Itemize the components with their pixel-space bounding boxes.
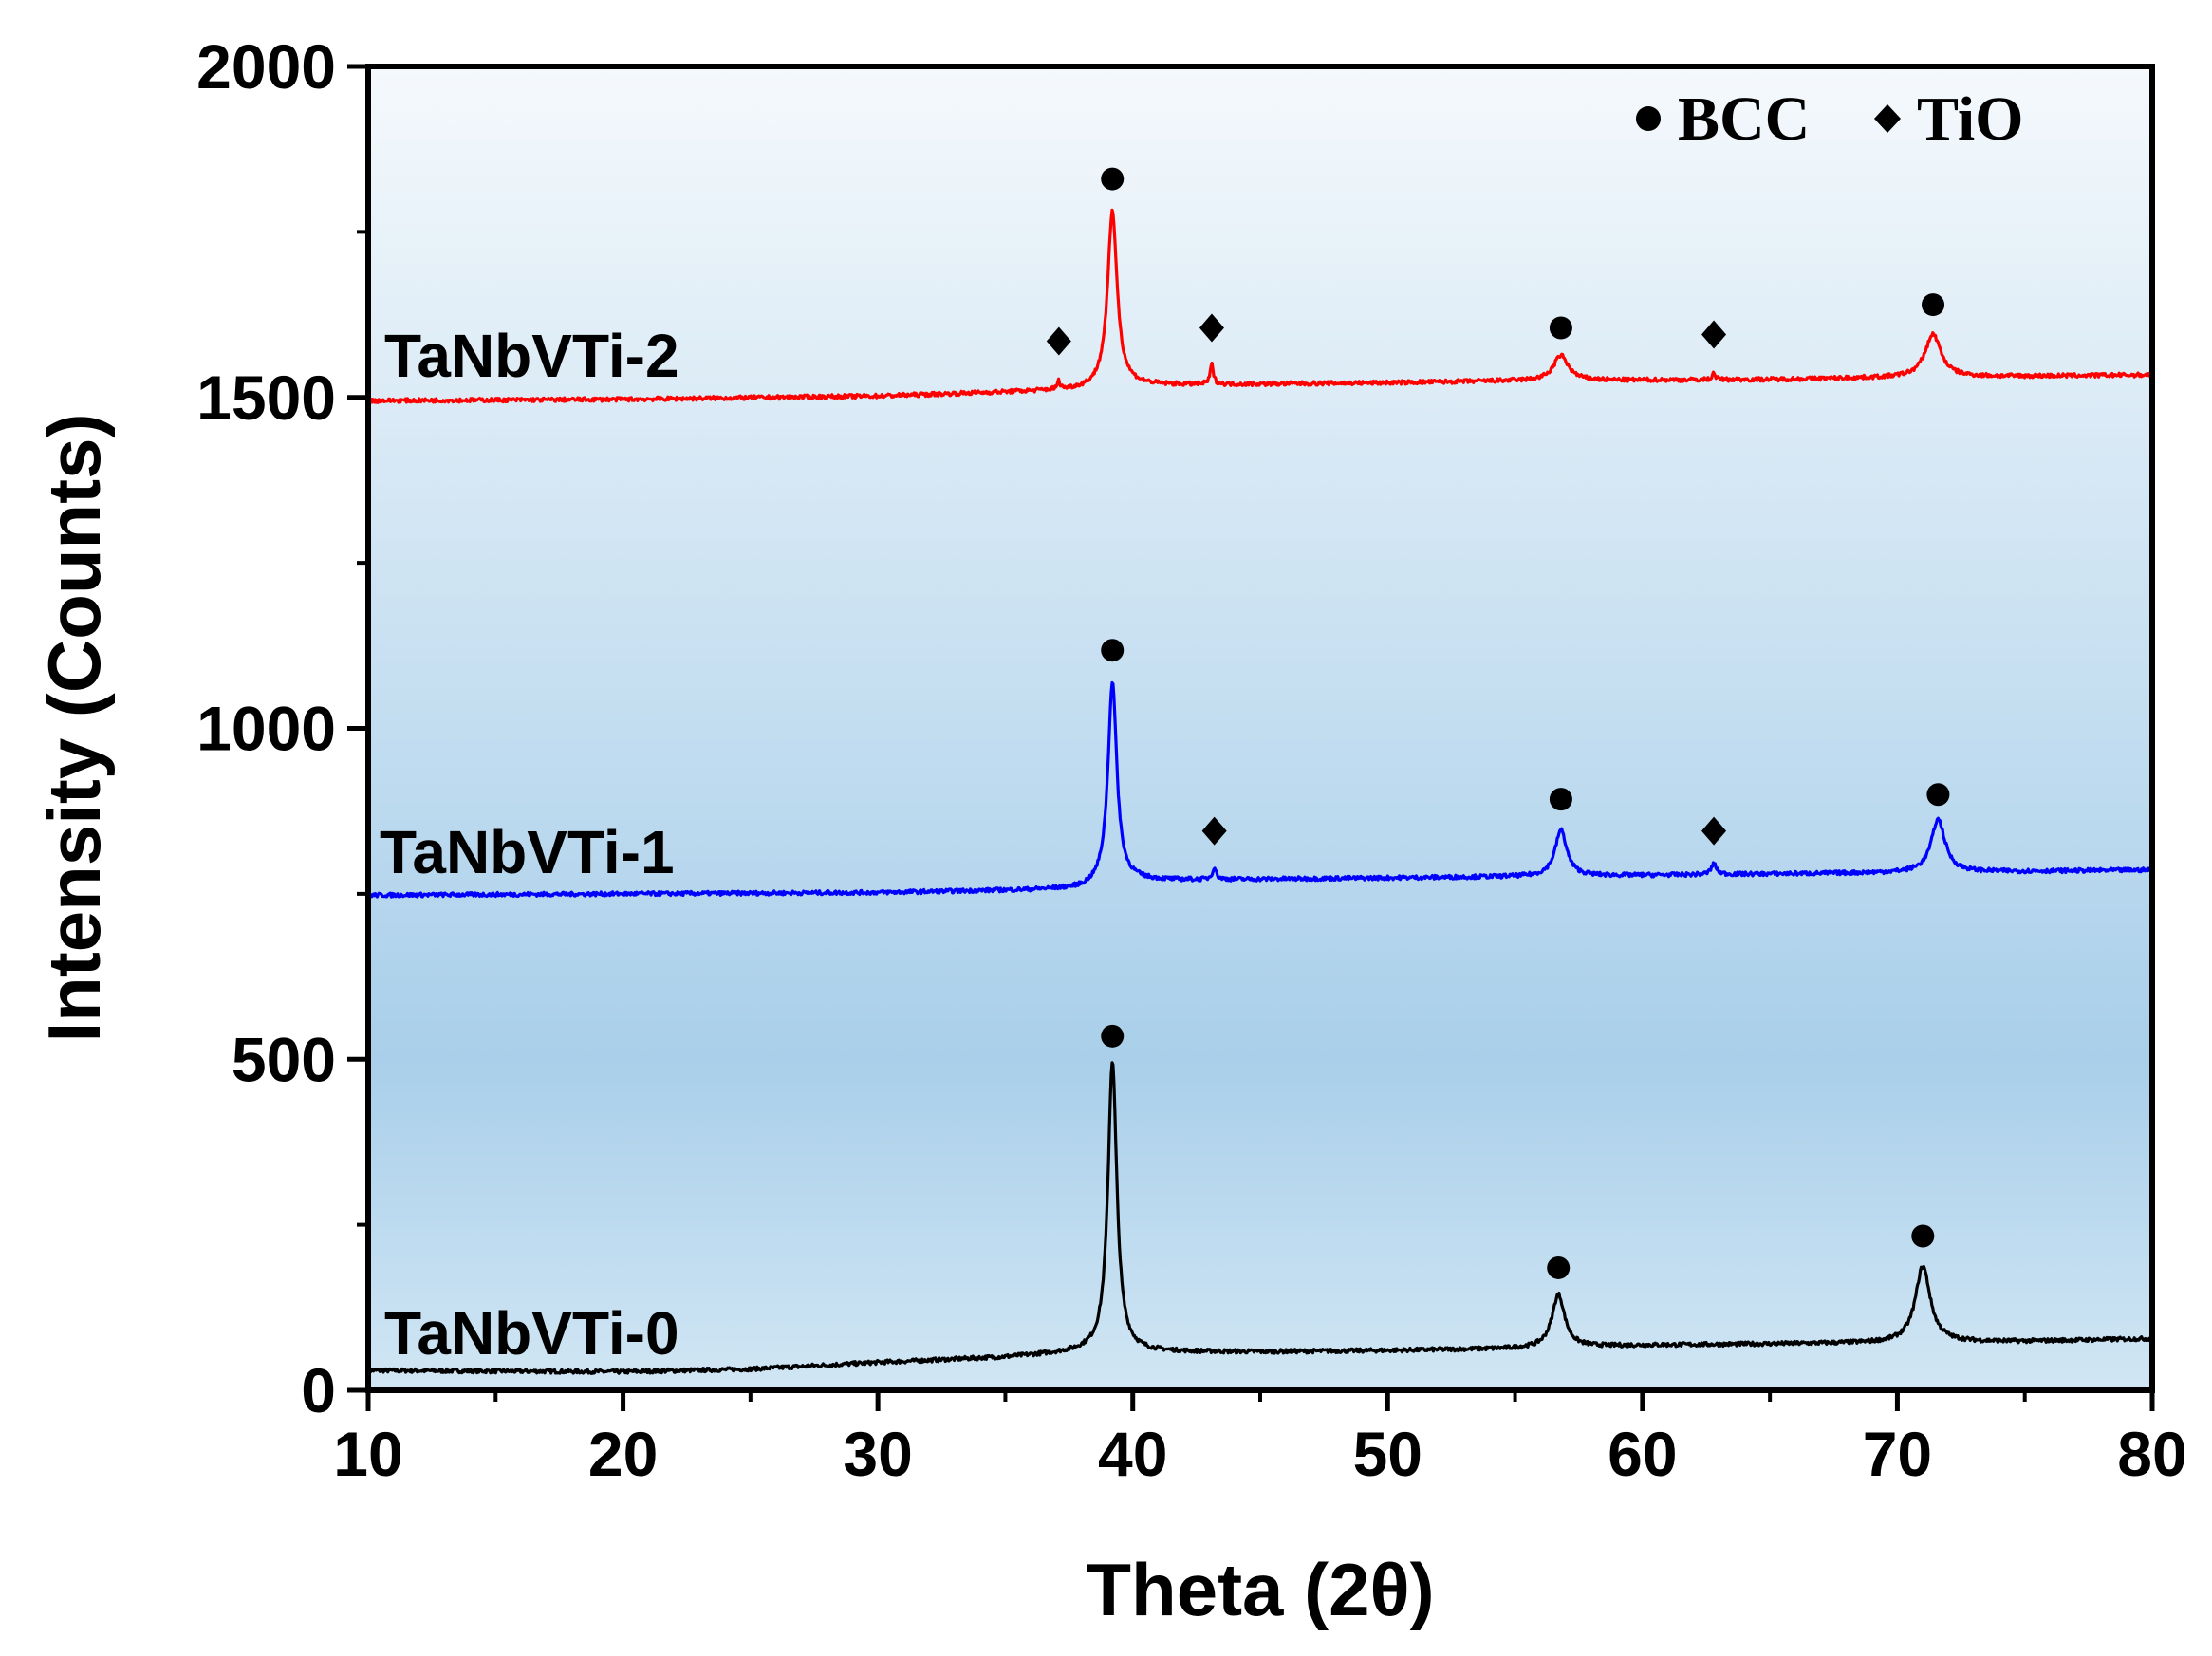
y-axis-title: Intensity (Counts) — [32, 414, 116, 1043]
legend-bcc-label: BCC — [1678, 84, 1810, 154]
tio-peak-marker — [1199, 313, 1224, 343]
y-tick-label: 1000 — [196, 694, 336, 764]
series-label-tanbvti-0: TaNbVTi-0 — [384, 1299, 679, 1368]
x-tick-label: 20 — [588, 1419, 658, 1489]
bcc-peak-marker — [1547, 1256, 1571, 1279]
tio-peak-marker — [1046, 326, 1071, 356]
bcc-peak-marker — [1101, 167, 1125, 191]
bcc-peak-marker — [1926, 783, 1950, 807]
y-tick-label: 0 — [301, 1355, 336, 1425]
x-tick-label: 30 — [843, 1419, 912, 1489]
y-axis-ticks: 0 500 1000 1500 2000 — [196, 31, 368, 1425]
series-label-tanbvti-2: TaNbVTi-2 — [384, 322, 679, 390]
legend-tio-label: TiO — [1917, 84, 2024, 154]
bcc-peak-marker — [1101, 639, 1125, 662]
legend-bcc-marker — [1636, 106, 1661, 131]
x-tick-label: 40 — [1098, 1419, 1167, 1489]
legend-tio-marker — [1874, 104, 1901, 133]
tio-peak-marker — [1701, 816, 1727, 846]
x-tick-label: 50 — [1353, 1419, 1422, 1489]
series-line-tanbvti-2 — [368, 208, 2152, 404]
series-line-tanbvti-1 — [368, 680, 2152, 899]
bcc-peak-marker — [1549, 316, 1572, 340]
peak-markers — [1046, 167, 1950, 1279]
bcc-peak-marker — [1911, 1224, 1935, 1248]
bcc-peak-marker — [1101, 1024, 1125, 1048]
x-axis-title: Theta (2θ) — [1086, 1548, 1434, 1631]
tio-peak-marker — [1701, 320, 1727, 349]
x-tick-label: 10 — [333, 1419, 402, 1489]
x-tick-label: 70 — [1863, 1419, 1932, 1489]
legend: BCC TiO — [1636, 84, 2024, 154]
x-axis-ticks: 10 20 30 40 50 60 70 80 — [333, 1390, 2187, 1489]
plot-background — [368, 66, 2152, 1390]
x-tick-label: 60 — [1608, 1419, 1677, 1489]
y-tick-label: 500 — [232, 1024, 336, 1094]
bcc-peak-marker — [1549, 788, 1572, 811]
series-layer — [368, 208, 2152, 1375]
bcc-peak-marker — [1922, 293, 1945, 317]
x-tick-label: 80 — [2117, 1419, 2186, 1489]
series-line-tanbvti-0 — [368, 1061, 2152, 1375]
y-tick-label: 1500 — [196, 363, 336, 433]
y-tick-label: 2000 — [196, 31, 336, 102]
series-label-tanbvti-1: TaNbVTi-1 — [380, 818, 675, 886]
tio-peak-marker — [1201, 816, 1227, 846]
